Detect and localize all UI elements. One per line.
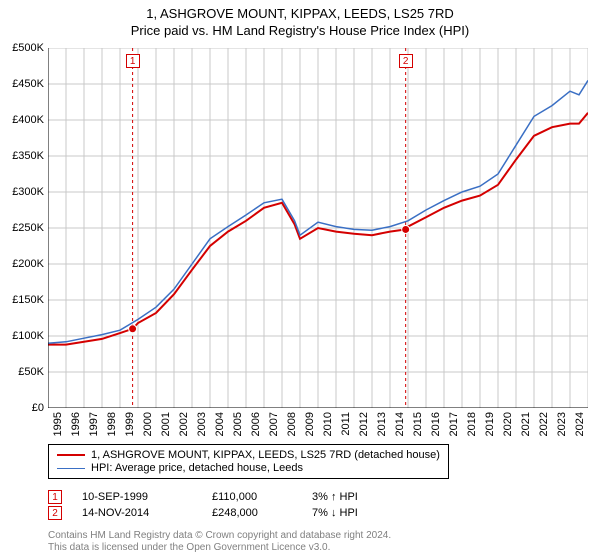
legend-label: HPI: Average price, detached house, Leed… bbox=[91, 462, 303, 474]
y-tick-label: £100K bbox=[12, 330, 44, 342]
footer: Contains HM Land Registry data © Crown c… bbox=[48, 530, 391, 554]
x-tick-label: 2023 bbox=[556, 412, 568, 436]
x-tick-label: 2010 bbox=[322, 412, 334, 436]
event-hpi: 3% ↑ HPI bbox=[312, 491, 358, 503]
event-date: 10-SEP-1999 bbox=[82, 491, 192, 503]
chart-container: 1, ASHGROVE MOUNT, KIPPAX, LEEDS, LS25 7… bbox=[0, 0, 600, 560]
x-tick-label: 2002 bbox=[178, 412, 190, 436]
x-tick-label: 2022 bbox=[538, 412, 550, 436]
x-tick-label: 2011 bbox=[340, 412, 352, 436]
y-tick-label: £250K bbox=[12, 222, 44, 234]
x-tick-label: 2021 bbox=[520, 412, 532, 436]
event-num-box: 1 bbox=[48, 490, 62, 504]
event-date: 14-NOV-2014 bbox=[82, 507, 192, 519]
x-tick-label: 2006 bbox=[250, 412, 262, 436]
event-hpi: 7% ↓ HPI bbox=[312, 507, 358, 519]
event-table: 1 10-SEP-1999 £110,000 3% ↑ HPI 2 14-NOV-2014… bbox=[48, 488, 358, 522]
x-tick-label: 2018 bbox=[466, 412, 478, 436]
x-tick-label: 1995 bbox=[52, 412, 64, 436]
legend-swatch bbox=[57, 454, 85, 456]
y-tick-label: £150K bbox=[12, 294, 44, 306]
y-tick-label: £500K bbox=[12, 42, 44, 54]
title-address: 1, ASHGROVE MOUNT, KIPPAX, LEEDS, LS25 7… bbox=[0, 6, 600, 21]
legend-row: HPI: Average price, detached house, Leed… bbox=[57, 462, 440, 474]
legend-row: 1, ASHGROVE MOUNT, KIPPAX, LEEDS, LS25 7… bbox=[57, 449, 440, 461]
x-tick-label: 1999 bbox=[124, 412, 136, 436]
x-tick-label: 2013 bbox=[376, 412, 388, 436]
y-tick-label: £450K bbox=[12, 78, 44, 90]
x-tick-label: 2000 bbox=[142, 412, 154, 436]
x-tick-label: 2007 bbox=[268, 412, 280, 436]
y-tick-label: £300K bbox=[12, 186, 44, 198]
x-tick-label: 1996 bbox=[70, 412, 82, 436]
x-tick-label: 2001 bbox=[160, 412, 172, 436]
legend: 1, ASHGROVE MOUNT, KIPPAX, LEEDS, LS25 7… bbox=[48, 444, 449, 479]
title-subtitle: Price paid vs. HM Land Registry's House … bbox=[0, 23, 600, 38]
event-marker-box: 1 bbox=[126, 54, 140, 68]
event-row: 2 14-NOV-2014 £248,000 7% ↓ HPI bbox=[48, 506, 358, 520]
x-tick-label: 2017 bbox=[448, 412, 460, 436]
event-marker-box: 2 bbox=[399, 54, 413, 68]
y-tick-label: £350K bbox=[12, 150, 44, 162]
event-price: £248,000 bbox=[212, 507, 292, 519]
x-tick-label: 2004 bbox=[214, 412, 226, 436]
y-tick-label: £50K bbox=[18, 366, 44, 378]
chart-svg bbox=[48, 48, 588, 408]
x-tick-label: 2019 bbox=[484, 412, 496, 436]
event-row: 1 10-SEP-1999 £110,000 3% ↑ HPI bbox=[48, 490, 358, 504]
x-tick-label: 2024 bbox=[574, 412, 586, 436]
x-tick-label: 2005 bbox=[232, 412, 244, 436]
footer-line2: This data is licensed under the Open Gov… bbox=[48, 542, 391, 554]
x-tick-label: 1998 bbox=[106, 412, 118, 436]
chart-area: £0£50K£100K£150K£200K£250K£300K£350K£400… bbox=[48, 48, 588, 408]
x-tick-label: 2012 bbox=[358, 412, 370, 436]
x-tick-label: 2008 bbox=[286, 412, 298, 436]
y-tick-label: £200K bbox=[12, 258, 44, 270]
y-tick-label: £0 bbox=[32, 402, 44, 414]
x-tick-label: 2020 bbox=[502, 412, 514, 436]
y-tick-label: £400K bbox=[12, 114, 44, 126]
title-block: 1, ASHGROVE MOUNT, KIPPAX, LEEDS, LS25 7… bbox=[0, 0, 600, 38]
x-tick-label: 2015 bbox=[412, 412, 424, 436]
x-tick-label: 2016 bbox=[430, 412, 442, 436]
event-num-box: 2 bbox=[48, 506, 62, 520]
x-tick-label: 2009 bbox=[304, 412, 316, 436]
x-tick-label: 2014 bbox=[394, 412, 406, 436]
event-price: £110,000 bbox=[212, 491, 292, 503]
legend-label: 1, ASHGROVE MOUNT, KIPPAX, LEEDS, LS25 7… bbox=[91, 449, 440, 461]
footer-line1: Contains HM Land Registry data © Crown c… bbox=[48, 530, 391, 542]
legend-swatch bbox=[57, 468, 85, 469]
x-tick-label: 2003 bbox=[196, 412, 208, 436]
x-tick-label: 1997 bbox=[88, 412, 100, 436]
